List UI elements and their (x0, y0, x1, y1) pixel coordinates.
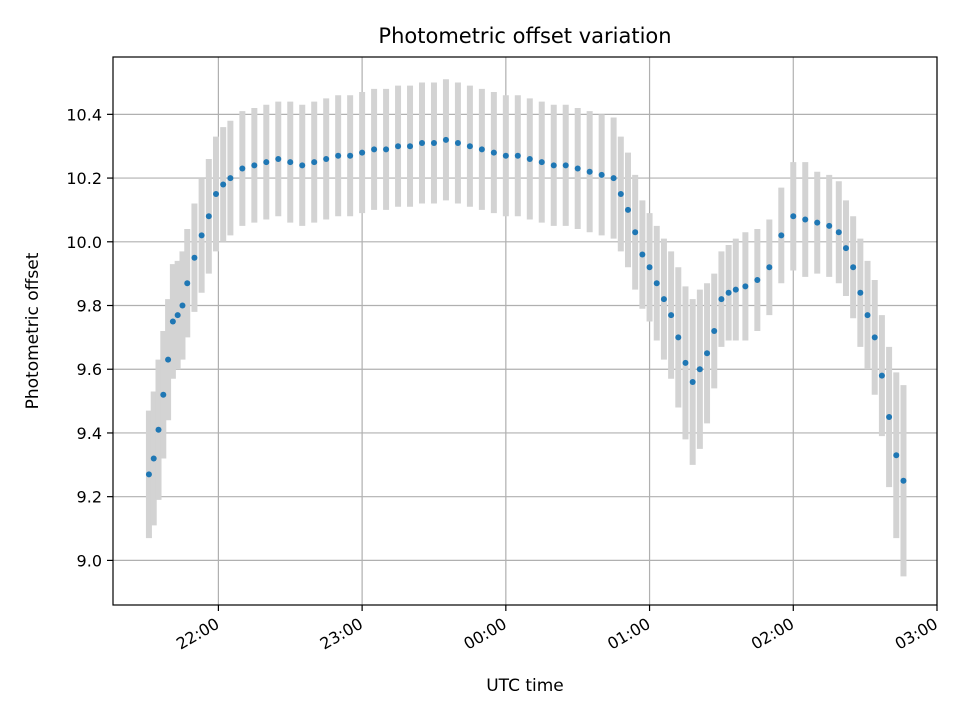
data-point (675, 334, 682, 341)
data-point (169, 318, 176, 325)
y-tick-label: 9.2 (77, 488, 102, 507)
y-tick-label: 10.0 (66, 233, 102, 252)
data-point (395, 143, 402, 150)
data-point (287, 159, 294, 166)
data-point (239, 165, 246, 172)
data-point (407, 143, 414, 150)
plot-area (113, 57, 937, 605)
data-point (311, 159, 318, 166)
data-point (790, 213, 797, 220)
chart-title: Photometric offset variation (378, 24, 671, 48)
data-point (502, 152, 509, 159)
data-point (251, 162, 258, 169)
data-point (538, 159, 545, 166)
data-point (653, 280, 660, 287)
data-point (711, 328, 718, 334)
data-point (696, 366, 703, 373)
data-point (617, 191, 624, 197)
data-point (814, 219, 821, 226)
y-tick-label: 10.2 (66, 169, 102, 188)
y-tick-label: 9.6 (77, 360, 102, 379)
data-point (263, 159, 270, 166)
data-point (802, 216, 809, 223)
data-point (490, 149, 497, 156)
data-point (878, 372, 885, 379)
data-point (864, 312, 871, 319)
data-point (778, 232, 785, 239)
data-point (886, 414, 893, 421)
data-point (191, 254, 198, 261)
data-point (574, 165, 581, 172)
y-tick-label: 9.8 (77, 297, 102, 316)
data-point (174, 312, 181, 319)
data-point (323, 155, 330, 162)
data-point (179, 302, 186, 309)
data-point (586, 168, 593, 175)
data-point (514, 152, 521, 159)
data-point (550, 162, 557, 169)
data-point (610, 175, 617, 182)
data-point (165, 356, 172, 363)
data-point (198, 232, 205, 239)
data-point (682, 359, 689, 366)
data-point (842, 245, 849, 252)
data-points (145, 136, 907, 484)
data-point (150, 455, 157, 462)
data-point (145, 471, 152, 478)
data-point (442, 136, 449, 143)
data-point (718, 296, 725, 303)
data-point (725, 289, 732, 296)
data-point (660, 296, 667, 303)
y-tick-label: 9.0 (77, 551, 102, 570)
data-point (213, 191, 219, 197)
data-point (184, 280, 191, 287)
data-point (335, 152, 342, 159)
y-tick-label: 10.4 (66, 105, 102, 124)
data-point (371, 146, 378, 153)
plot-frame (112, 56, 938, 606)
data-point (835, 229, 842, 236)
data-point (766, 264, 773, 271)
data-point (704, 350, 711, 357)
data-point (359, 149, 366, 156)
y-axis-title: Photometric offset (23, 252, 43, 409)
data-point (871, 334, 878, 341)
data-point (668, 312, 675, 319)
data-point (220, 181, 227, 188)
data-point (227, 175, 234, 182)
data-point (419, 140, 425, 147)
data-point (742, 283, 749, 290)
data-point (383, 146, 390, 153)
x-axis-title: UTC time (486, 676, 564, 696)
data-point (275, 155, 282, 162)
data-point (850, 264, 857, 271)
data-point (347, 152, 354, 159)
data-point (900, 477, 907, 484)
data-point (625, 206, 631, 213)
data-point (689, 378, 696, 385)
data-point (754, 277, 761, 284)
data-point (160, 391, 167, 398)
data-point (299, 162, 306, 169)
data-point (155, 426, 162, 433)
data-point (826, 222, 833, 229)
data-point (454, 140, 461, 147)
y-axis: 9.0 9.2 9.4 9.6 9.8 10.0 10.2 10.4 (66, 105, 113, 570)
data-point (893, 452, 900, 459)
data-point (466, 143, 473, 150)
data-point (598, 171, 605, 178)
data-point (732, 286, 739, 293)
data-point (526, 155, 533, 162)
y-tick-label: 9.4 (77, 424, 102, 443)
data-point (562, 162, 569, 169)
data-point (478, 146, 485, 153)
data-point (205, 213, 212, 220)
data-point (857, 289, 864, 296)
data-point (430, 140, 437, 147)
data-point (646, 264, 653, 271)
data-point (632, 229, 639, 236)
data-point (639, 251, 646, 258)
